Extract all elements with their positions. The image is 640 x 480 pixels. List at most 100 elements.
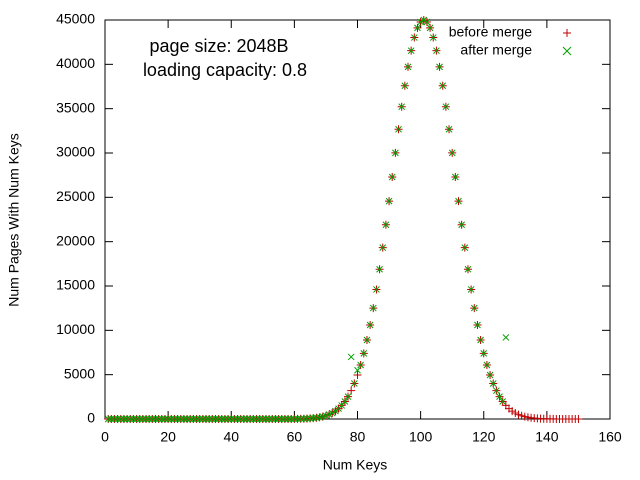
point (499, 398, 507, 405)
legend-marker (563, 29, 571, 37)
point (502, 334, 510, 341)
point (451, 173, 459, 181)
annotation: page size: 2048B (149, 36, 288, 56)
point (347, 353, 355, 361)
y-tick-label: 25000 (56, 188, 95, 204)
point (111, 415, 118, 423)
point (385, 197, 393, 205)
point (259, 415, 267, 423)
x-tick-label: 60 (287, 429, 303, 445)
point (470, 304, 478, 312)
point (436, 63, 443, 71)
point (107, 415, 115, 423)
point (496, 393, 503, 400)
x-tick-label: 0 (101, 429, 109, 445)
point (338, 402, 346, 409)
point (407, 47, 415, 55)
point (193, 415, 200, 423)
point (297, 415, 305, 423)
point (231, 415, 238, 423)
point (152, 415, 159, 423)
point (420, 16, 428, 24)
point (256, 415, 264, 423)
point (474, 321, 481, 329)
point (186, 415, 194, 423)
point (218, 415, 226, 423)
point (227, 415, 235, 423)
point (366, 321, 374, 329)
point (284, 415, 292, 423)
point (246, 415, 254, 423)
point (448, 149, 456, 157)
point (493, 387, 500, 395)
point (433, 47, 440, 55)
point (262, 415, 270, 423)
point (360, 350, 368, 357)
point (139, 415, 147, 423)
y-tick-label: 45000 (56, 11, 95, 27)
point (486, 371, 494, 379)
point (455, 197, 462, 205)
point (467, 286, 475, 293)
x-axis-label: Num Keys (323, 457, 388, 473)
point (287, 415, 295, 423)
point (221, 415, 229, 423)
y-axis-label: Num Pages With Num Keys (6, 133, 22, 307)
point (136, 415, 144, 423)
point (483, 361, 491, 369)
point (357, 361, 365, 369)
point (212, 415, 219, 423)
point (423, 18, 431, 26)
point (196, 415, 204, 423)
point (145, 415, 153, 423)
x-tick-label: 40 (223, 429, 239, 445)
point (328, 409, 336, 417)
point (249, 415, 257, 423)
point (240, 415, 248, 423)
y-tick-label: 35000 (56, 99, 95, 115)
point (373, 286, 380, 293)
y-tick-label: 0 (87, 410, 95, 426)
y-tick-label: 30000 (56, 144, 95, 160)
point (341, 398, 349, 405)
point (404, 63, 412, 71)
x-tick-label: 20 (160, 429, 176, 445)
point (208, 415, 216, 423)
point (354, 366, 361, 374)
plot-frame (104, 19, 611, 420)
point (114, 415, 121, 423)
y-tick-label: 5000 (64, 365, 95, 381)
point (272, 415, 279, 423)
point (265, 415, 273, 423)
point (243, 415, 251, 423)
point (190, 415, 197, 423)
point (458, 221, 466, 229)
point (376, 265, 383, 273)
point (117, 415, 125, 423)
legend-label: after merge (460, 42, 532, 58)
point (104, 415, 112, 423)
point (174, 415, 181, 423)
point (439, 82, 447, 90)
point (126, 415, 134, 423)
point (205, 415, 213, 423)
point (180, 415, 188, 423)
point (417, 18, 424, 26)
point (426, 24, 434, 32)
point (464, 265, 472, 273)
x-tick-label: 160 (598, 429, 622, 445)
point (294, 415, 301, 423)
point (268, 415, 276, 423)
point (253, 415, 260, 423)
point (401, 82, 409, 90)
point (158, 415, 166, 423)
point (480, 350, 488, 357)
point (477, 336, 484, 344)
y-tick-label: 10000 (56, 321, 95, 337)
point (392, 149, 399, 157)
point (300, 415, 308, 423)
point (142, 415, 150, 423)
point (161, 415, 169, 423)
y-tick-label: 40000 (56, 55, 95, 71)
point (369, 304, 377, 312)
